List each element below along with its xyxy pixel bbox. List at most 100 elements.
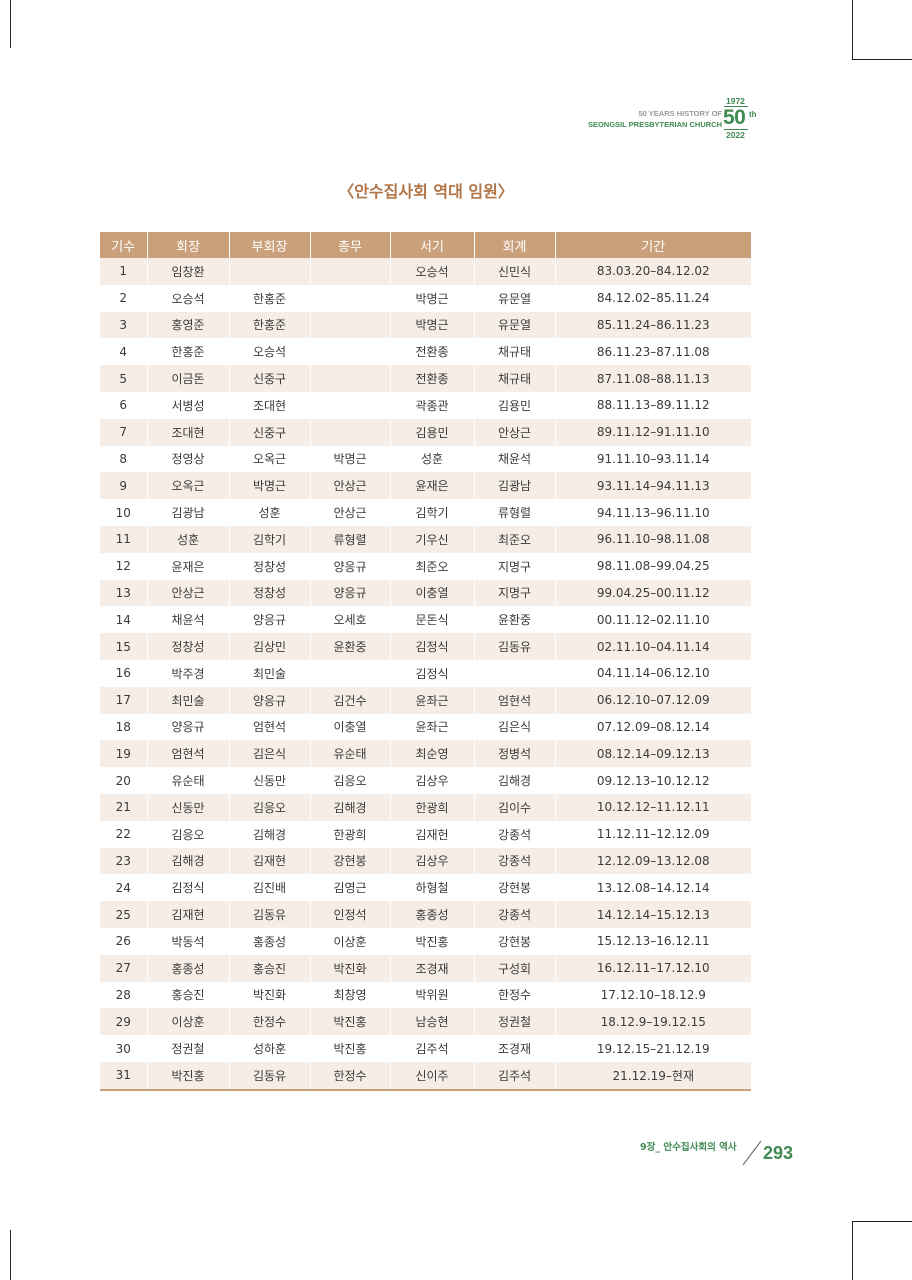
treasurer-cell: 채규태 bbox=[474, 338, 556, 366]
column-header-secretary: 서기 bbox=[390, 232, 475, 258]
badge-rule bbox=[724, 106, 748, 107]
general-affairs-cell: 오세호 bbox=[310, 606, 391, 634]
vice-president-cell: 성하훈 bbox=[229, 1035, 311, 1062]
vice-president-cell: 박명근 bbox=[229, 472, 311, 500]
vice-president-cell: 오옥근 bbox=[229, 445, 311, 473]
treasurer-cell: 채윤석 bbox=[474, 445, 556, 473]
treasurer-cell: 김이수 bbox=[474, 793, 556, 821]
treasurer-cell: 김해경 bbox=[474, 767, 556, 794]
vice-president-cell: 오승석 bbox=[229, 338, 311, 366]
table-row: 30 정권철 성하훈 박진홍 김주석 조경재 19.12.15–21.12.19 bbox=[100, 1035, 751, 1062]
table-row: 20 유순태 신동만 김응오 김상우 김해경 09.12.13–10.12.12 bbox=[100, 767, 751, 794]
period-cell: 18.12.9–19.12.15 bbox=[555, 1008, 751, 1036]
table-row: 5 이금돈 신중구 전환종 채규태 87.11.08–88.11.13 bbox=[100, 365, 751, 392]
officers-table: 기수 회장 부회장 총무 서기 회계 기간 1 임창환 오승석 신민식 83.03.20… bbox=[100, 232, 751, 1091]
president-cell: 정권철 bbox=[147, 1035, 230, 1062]
general-affairs-cell: 인정석 bbox=[310, 901, 391, 928]
president-cell: 엄현석 bbox=[147, 740, 230, 768]
table-row: 29 이상훈 한정수 박진홍 남승현 정권철 18.12.9–19.12.15 bbox=[100, 1008, 751, 1036]
secretary-cell: 이충열 bbox=[390, 579, 475, 607]
treasurer-cell: 김은식 bbox=[474, 713, 556, 741]
secretary-cell: 김정식 bbox=[390, 633, 475, 660]
secretary-cell: 최순영 bbox=[390, 740, 475, 768]
general-affairs-cell: 윤환중 bbox=[310, 633, 391, 660]
table-body: 1 임창환 오승석 신민식 83.03.20–84.12.02 2 오승석 한홍준 박명근 유문열… bbox=[100, 258, 751, 1091]
treasurer-cell: 엄현석 bbox=[474, 686, 556, 714]
president-cell: 오승석 bbox=[147, 284, 230, 312]
president-cell: 최민술 bbox=[147, 686, 230, 714]
secretary-cell: 박명근 bbox=[390, 284, 475, 312]
vice-president-cell: 한홍준 bbox=[229, 311, 311, 339]
secretary-cell: 홍종성 bbox=[390, 901, 475, 928]
term-cell: 12 bbox=[100, 552, 148, 580]
term-cell: 20 bbox=[100, 767, 148, 794]
president-cell: 홍승진 bbox=[147, 981, 230, 1009]
president-cell: 홍영준 bbox=[147, 311, 230, 339]
vice-president-cell: 한홍준 bbox=[229, 284, 311, 312]
secretary-cell: 김주석 bbox=[390, 1035, 475, 1062]
crop-mark bbox=[852, 1221, 853, 1280]
secretary-cell: 김재헌 bbox=[390, 820, 475, 848]
president-cell: 유순태 bbox=[147, 767, 230, 794]
general-affairs-cell: 류형렬 bbox=[310, 525, 391, 553]
vice-president-cell: 신동만 bbox=[229, 767, 311, 794]
table-row: 13 안상근 정창성 양응규 이충열 지명구 99.04.25–00.11.12 bbox=[100, 579, 751, 607]
page-title: 〈안수집사회 역대 임원〉 bbox=[338, 182, 514, 201]
treasurer-cell: 유문열 bbox=[474, 311, 556, 339]
president-cell: 안상근 bbox=[147, 579, 230, 607]
general-affairs-cell bbox=[310, 311, 391, 339]
period-cell: 89.11.12–91.11.10 bbox=[555, 418, 751, 446]
general-affairs-cell: 김해경 bbox=[310, 793, 391, 821]
badge-rule bbox=[724, 129, 748, 130]
general-affairs-cell: 김영근 bbox=[310, 874, 391, 902]
president-cell: 오옥근 bbox=[147, 472, 230, 500]
president-cell: 조대현 bbox=[147, 418, 230, 446]
period-cell: 13.12.08–14.12.14 bbox=[555, 874, 751, 902]
term-cell: 30 bbox=[100, 1035, 148, 1062]
general-affairs-cell: 강현봉 bbox=[310, 847, 391, 875]
president-cell: 채윤석 bbox=[147, 606, 230, 634]
column-header-period: 기간 bbox=[555, 232, 751, 258]
treasurer-cell: 강현봉 bbox=[474, 927, 556, 955]
treasurer-cell: 정병석 bbox=[474, 740, 556, 768]
general-affairs-cell: 양응규 bbox=[310, 579, 391, 607]
table-row: 8 정영상 오옥근 박명근 성훈 채윤석 91.11.10–93.11.14 bbox=[100, 445, 751, 473]
treasurer-cell: 정권철 bbox=[474, 1008, 556, 1036]
secretary-cell: 박명근 bbox=[390, 311, 475, 339]
treasurer-cell: 강종석 bbox=[474, 901, 556, 928]
period-cell: 19.12.15–21.12.19 bbox=[555, 1035, 751, 1062]
page-number: 293 bbox=[763, 1143, 794, 1163]
table-row: 14 채윤석 양응규 오세호 문돈식 윤환중 00.11.12–02.11.10 bbox=[100, 606, 751, 634]
general-affairs-cell: 한광희 bbox=[310, 820, 391, 848]
period-cell: 04.11.14–06.12.10 bbox=[555, 659, 751, 687]
period-cell: 93.11.14–94.11.13 bbox=[555, 472, 751, 500]
vice-president-cell: 김상민 bbox=[229, 633, 311, 660]
church-line: SEONGSIL PRESBYTERIAN CHURCH bbox=[587, 120, 722, 129]
term-cell: 31 bbox=[100, 1061, 148, 1091]
secretary-cell: 신이주 bbox=[390, 1061, 475, 1091]
table-row: 17 최민술 양응규 김건수 윤좌근 엄현석 06.12.10–07.12.09 bbox=[100, 686, 751, 714]
general-affairs-cell: 김건수 bbox=[310, 686, 391, 714]
crop-mark bbox=[852, 0, 853, 60]
treasurer-cell: 신민식 bbox=[474, 258, 556, 285]
period-cell: 14.12.14–15.12.13 bbox=[555, 901, 751, 928]
period-cell: 85.11.24–86.11.23 bbox=[555, 311, 751, 339]
secretary-cell: 문돈식 bbox=[390, 606, 475, 634]
vice-president-cell: 김동유 bbox=[229, 1061, 311, 1091]
general-affairs-cell bbox=[310, 391, 391, 419]
table-row: 6 서병성 조대현 곽종관 김용민 88.11.13–89.11.12 bbox=[100, 391, 751, 419]
period-cell: 10.12.12–11.12.11 bbox=[555, 793, 751, 821]
general-affairs-cell: 안상근 bbox=[310, 499, 391, 526]
running-header: 50 YEARS HISTORY OF SEONGSIL PRESBYTERIA… bbox=[522, 96, 762, 146]
general-affairs-cell: 유순태 bbox=[310, 740, 391, 768]
period-cell: 07.12.09–08.12.14 bbox=[555, 713, 751, 741]
period-cell: 00.11.12–02.11.10 bbox=[555, 606, 751, 634]
secretary-cell: 최준오 bbox=[390, 552, 475, 580]
term-cell: 14 bbox=[100, 606, 148, 634]
treasurer-cell: 안상근 bbox=[474, 418, 556, 446]
term-cell: 25 bbox=[100, 901, 148, 928]
period-cell: 17.12.10–18.12.9 bbox=[555, 981, 751, 1009]
term-cell: 13 bbox=[100, 579, 148, 607]
term-cell: 28 bbox=[100, 981, 148, 1009]
president-cell: 김광남 bbox=[147, 499, 230, 526]
